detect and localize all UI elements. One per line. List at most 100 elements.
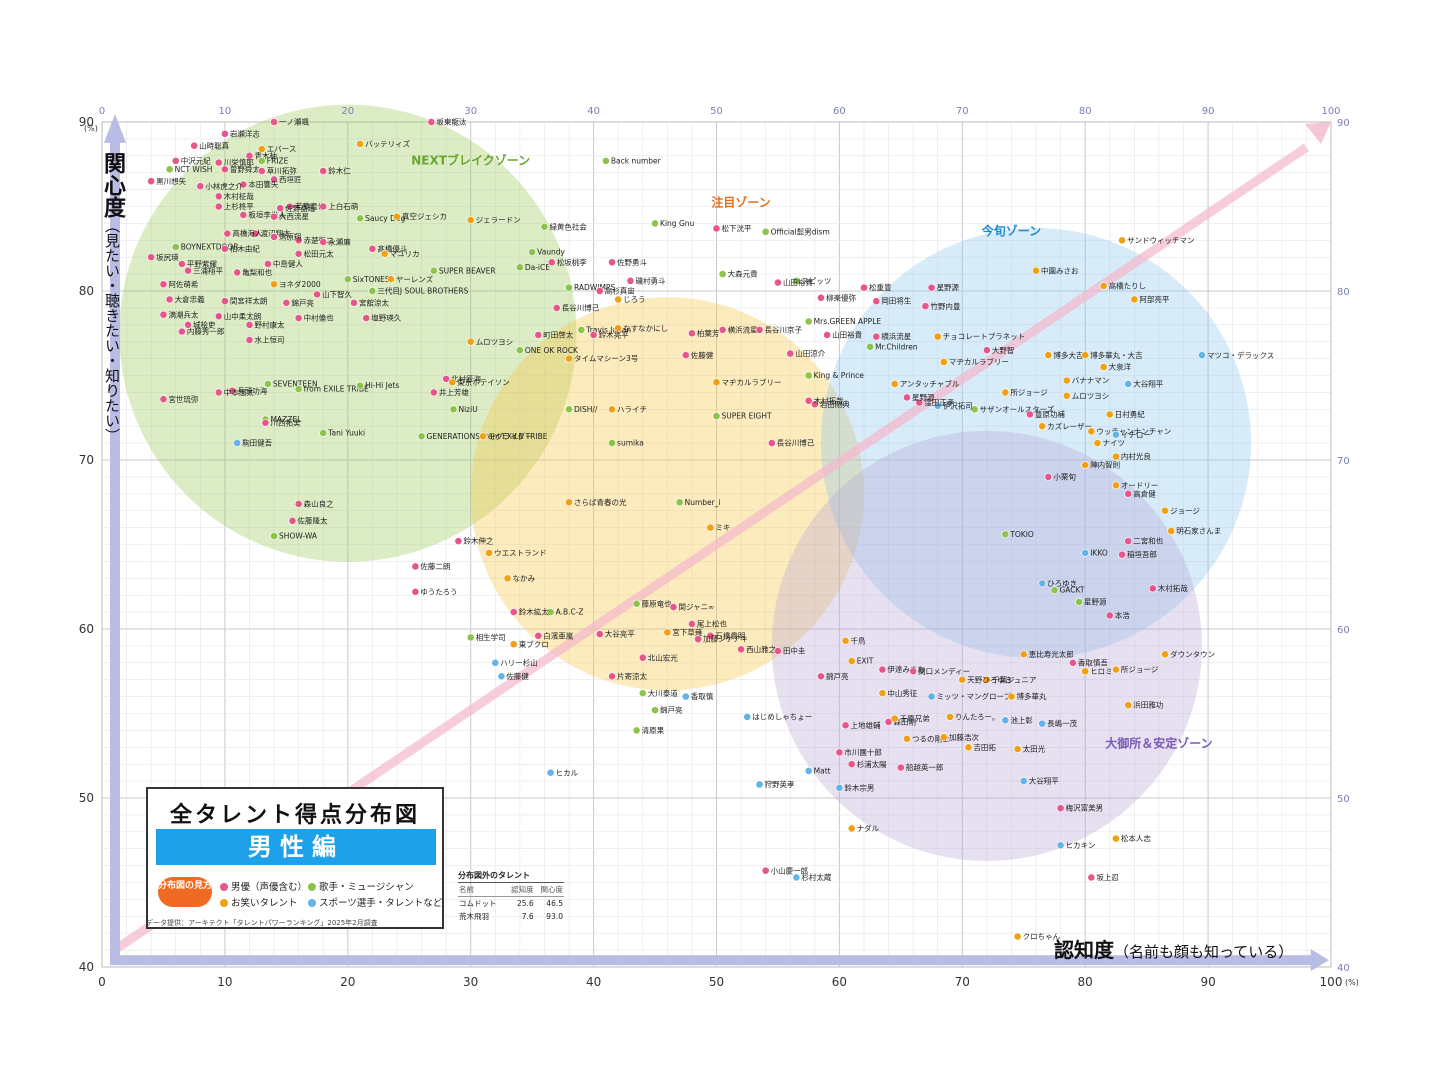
data-point — [429, 266, 438, 275]
data-point — [847, 824, 856, 833]
data-point — [442, 374, 451, 383]
data-point-label: 塩野瑛久 — [371, 313, 401, 323]
x-tick-label: 30 — [463, 975, 478, 989]
data-point — [251, 229, 260, 238]
data-point — [294, 385, 303, 393]
data-point — [847, 657, 856, 666]
outside-cell: コムドット — [459, 899, 497, 908]
data-point-label: 森田剛 — [894, 717, 917, 727]
data-point-label: 吉田拓 — [973, 742, 996, 752]
data-point-label: なすなかにし — [623, 324, 668, 333]
data-point — [1124, 380, 1133, 388]
x-top-tick-label: 10 — [219, 106, 232, 117]
data-point-label: 大谷亮平 — [605, 629, 635, 639]
data-point — [1105, 410, 1114, 419]
data-point-label: ゆうたろう — [420, 587, 457, 596]
data-point-label: バッテリィズ — [365, 139, 410, 149]
data-point-label: 高橋海人 — [232, 228, 262, 238]
data-point — [903, 393, 911, 402]
data-point-label: 髙橋優斗 — [377, 243, 407, 253]
data-point-label: 川西拓実 — [270, 417, 300, 427]
data-point — [632, 726, 641, 735]
data-point-label: じろう — [623, 295, 646, 304]
data-point — [774, 278, 782, 287]
x-tick-label: 40 — [586, 975, 601, 989]
data-point — [878, 665, 887, 674]
data-point — [196, 182, 205, 191]
data-point-label: 鈴木紘太 — [519, 607, 549, 617]
data-point-label: NCT WISH — [175, 165, 213, 174]
data-point — [614, 324, 623, 333]
data-point-label: オードリー — [1121, 481, 1159, 490]
data-point — [515, 263, 524, 272]
plot-frame — [101, 121, 1332, 968]
x-top-tick-label: 40 — [587, 106, 600, 117]
legend-item-music: 歌手・ミュージシャン — [308, 879, 414, 893]
data-point-label: ハリー杉山 — [500, 657, 538, 667]
data-point-label: Mrs.GREEN APPLE — [814, 317, 882, 326]
data-point — [1118, 550, 1126, 559]
data-point-label: ジョージ — [1170, 506, 1200, 515]
data-point-label: from EXILE TRIBE — [304, 385, 369, 394]
data-point-label: 高橋たりし — [1109, 281, 1147, 291]
data-point — [411, 562, 420, 571]
data-point — [841, 721, 850, 730]
data-point-label: 清原翔 — [279, 232, 302, 242]
data-point — [547, 258, 556, 267]
data-point-label: Da-iCE — [525, 263, 550, 272]
data-point — [565, 405, 573, 414]
data-point-label: 間宮祥太朗 — [230, 296, 268, 306]
data-point — [147, 253, 156, 262]
zone-label: 注目ゾーン — [711, 195, 770, 210]
data-point — [171, 243, 180, 251]
data-point — [503, 574, 512, 583]
data-point-label: 山田裕貴 — [832, 330, 862, 340]
y-right-tick-label: 70 — [1337, 456, 1350, 467]
data-point — [1025, 410, 1034, 419]
data-point-label: 岩瀬洋志 — [230, 128, 260, 138]
legend-label-comedy: お笑いタレント — [231, 898, 298, 909]
y-axis-title: 関心度（見たい・聴きたい・知りたい） — [100, 152, 128, 443]
data-point — [417, 432, 426, 441]
data-point-label: GENERATIONS from EXILE TRIBE — [427, 432, 548, 441]
data-point — [356, 140, 364, 148]
data-point-label: ヒカキン — [1066, 841, 1096, 850]
data-point — [792, 276, 801, 285]
data-point — [651, 219, 659, 228]
data-point — [270, 212, 278, 221]
data-point — [534, 631, 543, 640]
data-point — [706, 631, 715, 640]
data-point-label: 阿佐萌希 — [168, 279, 198, 289]
data-point — [712, 412, 721, 420]
data-point — [767, 439, 776, 447]
y-axis-label: 関心度 — [100, 152, 125, 218]
data-point-label: 尾上松也 — [697, 619, 727, 629]
data-point-label: ミッツ・マングローブ — [937, 691, 1012, 701]
data-point — [847, 760, 856, 769]
data-point-label: King Gnu — [660, 219, 694, 228]
data-point — [147, 177, 156, 186]
y-tick-label: 60 — [79, 622, 94, 636]
data-point-label: 日村勇紀 — [1115, 409, 1145, 419]
data-point-label: 柏木由紀 — [230, 243, 260, 253]
y-right-tick-label: 50 — [1337, 794, 1350, 805]
data-point — [1013, 932, 1022, 941]
data-point-label: 錦戸亮 — [291, 297, 314, 307]
data-point — [804, 317, 813, 326]
data-point-label: クロちゃん — [1023, 932, 1061, 941]
data-point — [288, 516, 297, 525]
data-point — [294, 500, 303, 508]
data-point — [1167, 527, 1176, 535]
data-point — [1001, 388, 1010, 397]
zone-circle — [771, 430, 1202, 861]
data-point — [681, 351, 690, 360]
data-point — [509, 640, 518, 649]
data-point-label: 木村柾哉 — [224, 191, 254, 201]
data-point — [872, 332, 881, 341]
data-point — [552, 303, 561, 312]
data-point — [497, 672, 506, 681]
data-point-label: サザンオールスターズ — [980, 404, 1055, 414]
data-point-label: 川栄慎耶 — [224, 157, 254, 167]
x-top-tick-label: 80 — [1079, 106, 1092, 117]
data-point-label: 真空ジェシカ — [402, 211, 447, 221]
